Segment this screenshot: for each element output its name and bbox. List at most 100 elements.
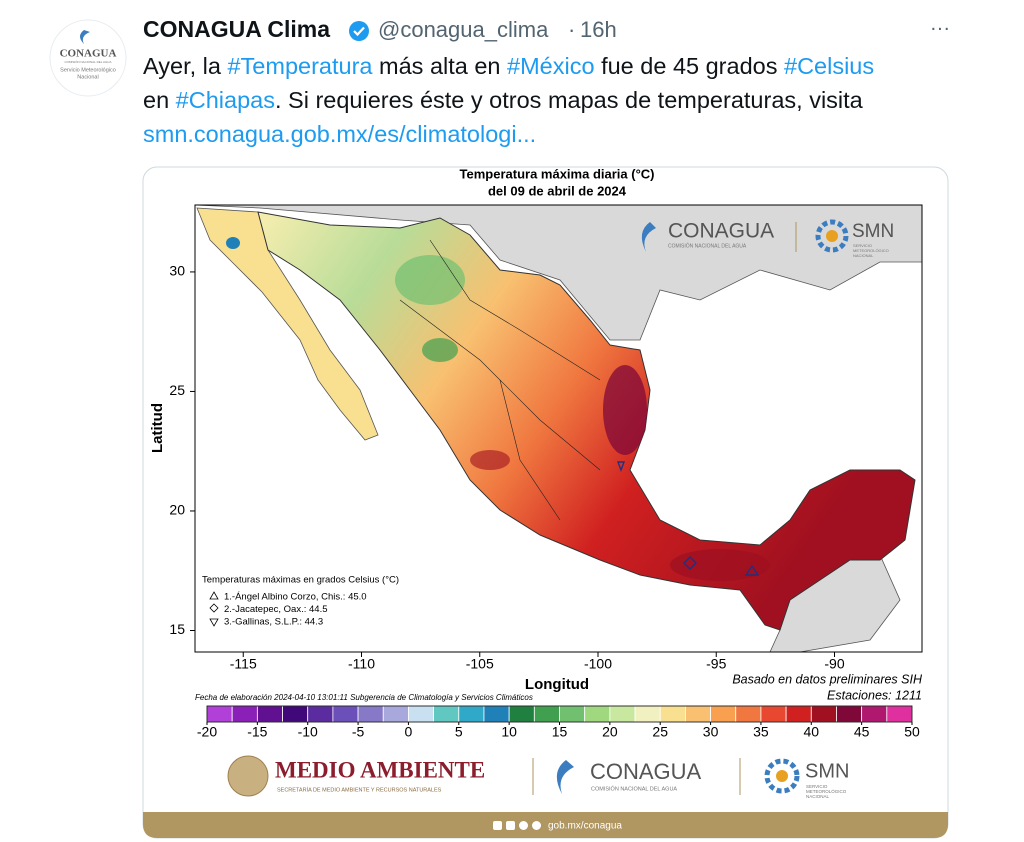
colorbar-tick-label: 0 bbox=[405, 724, 413, 740]
colorbar-segment bbox=[559, 705, 586, 723]
verified-badge bbox=[349, 21, 369, 41]
colorbar-tick-label: -20 bbox=[197, 724, 217, 740]
colorbar-tick-label: 5 bbox=[455, 724, 463, 740]
x-tick-label: -115 bbox=[230, 656, 257, 672]
logo-subtext: METEOROLÓGICO bbox=[853, 248, 889, 253]
logo-text: CONAGUA bbox=[590, 759, 702, 784]
text-run: Ayer, la bbox=[143, 53, 227, 79]
separator: · bbox=[568, 17, 575, 42]
avatar-sub: COMISIÓN NACIONAL DEL AGUA bbox=[65, 59, 112, 64]
x-tick-label: -100 bbox=[584, 656, 612, 672]
map bbox=[195, 205, 922, 652]
colorbar-segment bbox=[735, 705, 762, 723]
logo-text: SMN bbox=[805, 760, 849, 782]
y-tick-label: 15 bbox=[169, 621, 185, 637]
colorbar-segment bbox=[634, 705, 661, 723]
legend-item: 2.-Jacatepec, Oax.: 44.5 bbox=[224, 604, 328, 615]
colorbar-segment bbox=[256, 705, 283, 723]
colorbar-segment bbox=[836, 705, 863, 723]
colorbar-segment bbox=[659, 705, 686, 723]
logo-subtext: METEOROLÓGICO bbox=[806, 788, 847, 794]
colorbar-segment bbox=[584, 705, 611, 723]
colorbar-segment bbox=[886, 705, 913, 723]
colorbar-segment bbox=[483, 705, 510, 723]
author-name[interactable]: CONAGUA Clima bbox=[143, 16, 330, 42]
x-tick-label: -105 bbox=[466, 656, 494, 672]
colorbar-tick-label: 25 bbox=[652, 724, 668, 740]
colorbar-tick-label: 30 bbox=[703, 724, 719, 740]
colorbar-segment bbox=[382, 705, 409, 723]
y-axis-label: Latitud bbox=[149, 403, 166, 453]
colorbar-segment bbox=[609, 705, 636, 723]
colorbar-tick-label: 50 bbox=[904, 724, 920, 740]
footer-logos: MEDIO AMBIENTE SECRETARÍA DE MEDIO AMBIE… bbox=[227, 755, 849, 799]
colorbar-segment bbox=[684, 705, 711, 723]
colorbar-segment bbox=[508, 705, 535, 723]
link[interactable]: #Temperatura bbox=[227, 53, 373, 79]
logo-text: CONAGUA bbox=[668, 220, 774, 243]
colorbar-tick-label: -10 bbox=[298, 724, 318, 740]
more-button[interactable]: ··· bbox=[930, 17, 950, 39]
colorbar-segment bbox=[282, 705, 309, 723]
link[interactable]: smn.conagua.gob.mx/es/climatologi... bbox=[143, 121, 536, 147]
colorbar-tick-label: 35 bbox=[753, 724, 769, 740]
tweet-line: Ayer, la #Temperatura más alta en #Méxic… bbox=[143, 53, 874, 79]
colorbar-tick-label: 15 bbox=[552, 724, 568, 740]
avatar-caption: Nacional bbox=[77, 74, 98, 80]
footer-band bbox=[143, 812, 948, 838]
x-axis-label: Longitud bbox=[525, 676, 589, 693]
logo-subtext: SERVICIO bbox=[853, 243, 872, 248]
colorbar-segment bbox=[206, 705, 233, 723]
colorbar-segment bbox=[357, 705, 384, 723]
tweet-text: Ayer, la #Temperatura más alta en #Méxic… bbox=[143, 53, 874, 147]
map-frame bbox=[194, 204, 923, 653]
y-tick-label: 30 bbox=[169, 263, 185, 279]
map-logos: CONAGUA COMISIÓN NACIONAL DEL AGUA SMN S… bbox=[641, 219, 894, 258]
x-tick-label: -110 bbox=[348, 656, 375, 672]
text-run: . Si requieres éste y otros mapas de tem… bbox=[275, 87, 864, 113]
logo-subtext: NACIONAL bbox=[806, 794, 830, 799]
colorbar-segment bbox=[810, 705, 837, 723]
x-tick-label: -95 bbox=[706, 656, 726, 672]
text-run: en bbox=[143, 87, 176, 113]
colorbar-tick-label: -15 bbox=[247, 724, 267, 740]
x-tick-label: -90 bbox=[824, 656, 844, 672]
handle[interactable]: @conagua_clima bbox=[378, 17, 549, 42]
colorbar-segment bbox=[231, 705, 258, 723]
colorbar-segment bbox=[332, 705, 359, 723]
colorbar-segment bbox=[458, 705, 485, 723]
legend-title: Temperaturas máximas en grados Celsius (… bbox=[202, 575, 399, 586]
colorbar-segment bbox=[760, 705, 787, 723]
colorbar-segment bbox=[533, 705, 560, 723]
colorbar-tick-label: -5 bbox=[352, 724, 365, 740]
logo-subtext: COMISIÓN NACIONAL DEL AGUA bbox=[668, 242, 747, 249]
logo-subtext: SECRETARÍA DE MEDIO AMBIENTE Y RECURSOS … bbox=[277, 786, 442, 793]
avatar-caption: Servicio Meteorológico bbox=[60, 67, 116, 73]
note: Basado en datos preliminares SIH bbox=[732, 672, 923, 686]
avatar[interactable]: CONAGUA COMISIÓN NACIONAL DEL AGUA Servi… bbox=[49, 19, 127, 97]
footer-site: gob.mx/conagua bbox=[548, 821, 622, 832]
tweet-line: en #Chiapas. Si requieres éste y otros m… bbox=[143, 87, 864, 113]
avatar-name: CONAGUA bbox=[60, 48, 117, 60]
colorbar-segment bbox=[861, 705, 888, 723]
logo-text: MEDIO AMBIENTE bbox=[275, 757, 485, 782]
logo-subtext: NACIONAL bbox=[853, 253, 874, 258]
y-tick-label: 20 bbox=[169, 502, 185, 518]
y-tick-label: 25 bbox=[169, 382, 185, 398]
logo-text: SMN bbox=[852, 221, 894, 242]
colorbar-tick-label: 20 bbox=[602, 724, 618, 740]
tweet-line: smn.conagua.gob.mx/es/climatologi... bbox=[143, 121, 536, 147]
colorbar-segment bbox=[710, 705, 737, 723]
link[interactable]: #Chiapas bbox=[176, 87, 275, 113]
link[interactable]: #México bbox=[507, 53, 595, 79]
baja-california bbox=[196, 207, 379, 441]
logo-subtext: SERVICIO bbox=[806, 784, 828, 789]
colorbar-tick-label: 45 bbox=[854, 724, 870, 740]
colorbar-segment bbox=[408, 705, 435, 723]
timestamp[interactable]: 16h bbox=[580, 17, 617, 42]
colorbar-segment bbox=[433, 705, 460, 723]
link[interactable]: #Celsius bbox=[784, 53, 874, 79]
colorbar-tick-label: 40 bbox=[803, 724, 819, 740]
text-run: más alta en bbox=[372, 53, 507, 79]
